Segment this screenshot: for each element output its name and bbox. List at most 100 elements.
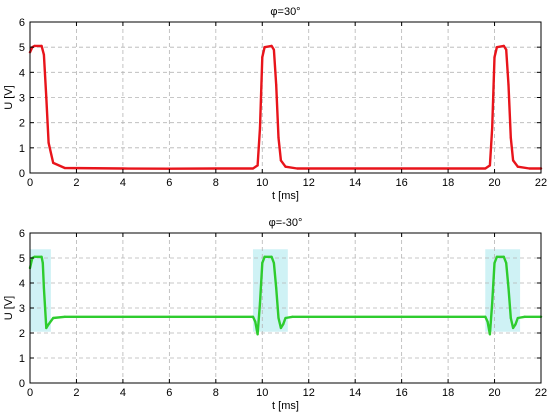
data-point <box>446 315 450 318</box>
data-point <box>400 167 403 170</box>
x-tick-label: 14 <box>349 387 361 399</box>
data-point <box>168 315 171 318</box>
data-point <box>514 323 517 326</box>
data-point <box>502 44 505 48</box>
x-tick-label: 8 <box>213 387 219 399</box>
y-tick-label: 4 <box>19 278 25 290</box>
data-point <box>493 261 496 265</box>
data-point <box>495 46 498 49</box>
data-point <box>275 286 278 290</box>
data-point <box>279 326 282 330</box>
data-point <box>284 165 287 168</box>
y-tick-label: 2 <box>19 118 25 130</box>
data-point <box>484 167 487 170</box>
x-tick-label: 2 <box>73 387 79 399</box>
data-point <box>279 159 282 162</box>
data-point <box>263 46 266 49</box>
data-point <box>254 320 257 323</box>
data-point <box>261 56 264 59</box>
x-axis-label: t [ms] <box>272 190 299 202</box>
data-point <box>507 286 510 290</box>
y-tick-label: 1 <box>19 143 25 155</box>
data-point <box>214 167 217 170</box>
data-point <box>284 316 287 320</box>
highlight-band <box>30 249 51 332</box>
y-tick-label: 3 <box>19 93 25 105</box>
data-point <box>256 164 259 167</box>
data-point <box>261 261 264 265</box>
y-axis-label: U [V] <box>3 296 15 320</box>
data-point <box>291 315 294 318</box>
data-point <box>495 255 498 258</box>
data-point <box>354 167 357 170</box>
x-tick-label: 0 <box>27 387 33 399</box>
data-point <box>509 316 512 320</box>
data-point <box>121 315 125 318</box>
x-tick-label: 14 <box>349 177 361 189</box>
x-tick-label: 12 <box>303 177 315 189</box>
y-tick-label: 6 <box>19 17 25 29</box>
data-point <box>52 161 55 165</box>
data-point <box>256 333 259 336</box>
x-tick-label: 4 <box>120 177 126 189</box>
x-tick-label: 18 <box>442 177 454 189</box>
data-point <box>277 316 280 320</box>
data-point <box>52 316 55 320</box>
data-point <box>263 255 266 258</box>
data-point <box>507 83 510 87</box>
data-point <box>270 255 273 258</box>
y-tick-label: 6 <box>19 228 25 240</box>
data-point <box>272 48 275 51</box>
data-point <box>509 136 512 139</box>
x-tick-label: 4 <box>120 387 126 399</box>
x-tick-label: 18 <box>442 387 454 399</box>
data-point <box>505 48 508 51</box>
data-point <box>45 96 48 99</box>
x-tick-label: 6 <box>166 387 172 399</box>
data-point <box>505 261 508 265</box>
data-point <box>516 316 519 320</box>
data-point <box>258 126 262 129</box>
data-point <box>40 255 43 258</box>
data-point <box>275 83 278 87</box>
y-tick-label: 1 <box>19 353 25 365</box>
data-point <box>523 315 526 318</box>
data-point <box>488 164 491 167</box>
data-point <box>63 166 66 170</box>
data-point <box>251 315 255 318</box>
data-point <box>486 320 489 323</box>
data-point <box>270 44 273 48</box>
data-point <box>400 315 403 318</box>
data-point <box>121 167 125 170</box>
chart-title: φ=-30° <box>269 217 303 229</box>
data-point <box>251 167 255 170</box>
x-tick-label: 16 <box>396 387 408 399</box>
data-point <box>282 323 285 326</box>
data-point <box>277 136 280 139</box>
data-point <box>484 315 487 318</box>
data-point <box>214 315 217 318</box>
data-point <box>33 255 36 258</box>
x-tick-label: 22 <box>535 387 547 399</box>
x-tick-label: 20 <box>488 387 500 399</box>
data-point <box>446 167 450 170</box>
y-tick-label: 2 <box>19 328 25 340</box>
y-tick-label: 4 <box>19 67 25 79</box>
x-axis-label: t [ms] <box>272 400 299 412</box>
data-point <box>47 141 50 144</box>
y-tick-label: 0 <box>19 378 25 390</box>
x-tick-label: 6 <box>166 177 172 189</box>
data-point <box>488 333 491 336</box>
x-tick-label: 8 <box>213 177 219 189</box>
data-point <box>516 165 519 168</box>
series-line-1 <box>28 44 543 170</box>
chart-title: φ=30° <box>270 6 300 18</box>
data-point <box>491 126 494 129</box>
x-tick-label: 10 <box>256 177 268 189</box>
y-tick-label: 3 <box>19 303 25 315</box>
data-point <box>512 159 515 162</box>
x-tick-label: 20 <box>488 177 500 189</box>
